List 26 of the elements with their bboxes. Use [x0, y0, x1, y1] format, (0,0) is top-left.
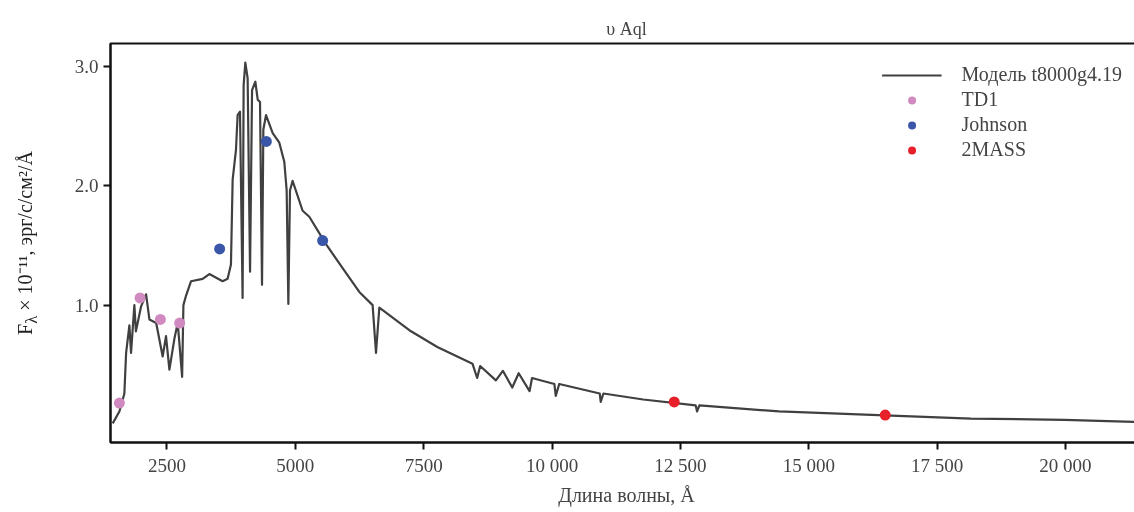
legend-label: Модель t8000g4.19 [961, 63, 1122, 86]
x-tick-label: 17 500 [911, 454, 964, 476]
point [317, 235, 329, 247]
x-tick-label: 20 000 [1039, 454, 1092, 476]
y-tick-label: 2.0 [74, 175, 99, 197]
x-tick-label: 10 000 [525, 454, 579, 476]
point [134, 292, 146, 304]
legend-label: 2MASS [961, 138, 1027, 161]
x-tick-label: 2500 [147, 454, 186, 476]
x-tick-label: 12 500 [654, 454, 707, 476]
point [174, 317, 186, 329]
point [214, 243, 226, 255]
point [879, 409, 891, 421]
x-tick-label: 5000 [276, 454, 315, 476]
point [113, 397, 125, 409]
y-tick-label: 3.0 [74, 55, 99, 77]
point [260, 135, 272, 147]
x-tick-label: 7500 [404, 454, 443, 476]
y-tick-label: 1.0 [74, 294, 99, 316]
legend-label: Johnson [961, 113, 1028, 136]
chart-title: υ Aql [606, 18, 647, 39]
legend-label: TD1 [961, 88, 999, 111]
x-axis-title: Длина волны, Å [558, 483, 696, 507]
point [668, 396, 680, 408]
x-tick-label: 15 000 [782, 454, 835, 476]
point [154, 313, 166, 325]
